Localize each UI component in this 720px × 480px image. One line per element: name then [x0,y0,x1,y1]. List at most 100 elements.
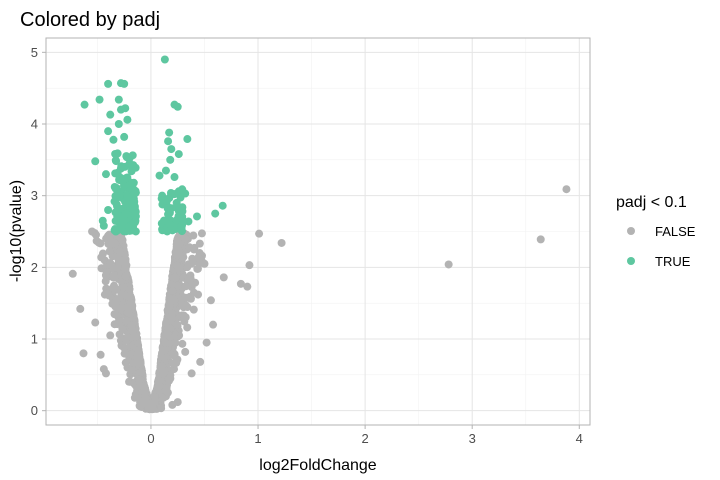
true-point [109,135,118,144]
true-point [120,132,129,141]
false-point [169,359,178,368]
true-point [131,218,140,227]
false-point [209,320,218,329]
false-point [169,296,178,305]
true-point [114,120,123,128]
true-point [116,105,125,114]
y-tick-label: 0 [31,403,38,418]
true-point [170,173,179,182]
true-point [181,189,190,198]
x-tick-label: 3 [469,431,476,446]
false-point [181,313,190,322]
false-point [189,231,198,240]
false-point [116,247,125,256]
false-point [126,299,135,308]
legend-label-false: FALSE [655,224,696,239]
true-point [91,157,100,166]
false-point [160,346,169,355]
false-point [168,400,177,409]
true-point [125,159,134,168]
true-point [164,137,173,146]
false-point [173,320,182,329]
false-point [162,318,171,327]
true-point [167,145,176,154]
false-point [172,261,181,270]
true-point [174,206,183,215]
true-point [110,197,119,206]
true-point [104,206,113,214]
false-point [115,304,124,313]
false-point [96,350,105,359]
false-point [164,376,173,385]
true-point [163,196,172,205]
false-point [197,229,206,238]
false-point [101,277,110,286]
false-point [171,338,180,347]
false-point [97,253,106,262]
series-false-points [68,185,571,414]
false-point [185,243,194,252]
false-point [243,282,252,291]
false-point [119,282,128,291]
true-point [161,166,170,175]
true-point [129,178,138,187]
x-axis-title: log2FoldChange [259,457,377,474]
true-point [174,150,183,159]
y-tick-label: 3 [31,188,38,203]
y-tick-label: 4 [31,117,38,132]
false-point [183,323,192,332]
false-point [206,296,215,305]
false-point [106,259,115,268]
false-point [136,402,145,411]
false-point [219,273,228,282]
false-point [123,308,132,317]
legend-key-true [627,257,635,265]
true-point [95,95,104,104]
false-point [236,279,245,288]
true-point [123,115,132,124]
false-point [143,399,152,408]
true-point [112,150,121,159]
true-point [183,135,192,144]
true-point [112,157,121,166]
false-point [157,404,166,413]
legend: padj < 0.1 FALSE TRUE [616,194,696,269]
false-point [76,304,85,313]
false-point [173,281,182,290]
axis-ticks: 0 1 2 3 4 0 1 2 3 4 5 [31,45,583,446]
chart-title: Colored by padj [20,9,160,31]
true-point [160,55,169,64]
false-point [277,238,286,247]
true-point [184,217,193,226]
true-point [177,214,186,223]
true-point [116,164,125,173]
true-point [155,171,164,180]
false-point [130,393,139,402]
false-point [151,393,160,402]
true-point [192,212,201,221]
false-point [68,269,77,278]
y-axis-title: -log10(pvalue) [8,180,25,282]
legend-title: padj < 0.1 [616,194,687,211]
false-point [161,339,170,348]
false-point [135,375,144,384]
x-tick-label: 1 [254,431,261,446]
true-point [218,201,227,210]
true-point [120,79,129,88]
false-point [157,362,166,371]
false-point [128,327,137,336]
true-point [106,110,115,119]
true-point [170,190,179,199]
false-point [167,310,176,319]
false-point [155,381,164,390]
true-point [129,185,138,194]
false-point [195,239,204,248]
false-point [138,382,147,391]
false-point [122,316,131,325]
false-point [444,260,453,269]
false-point [113,320,122,329]
false-point [255,229,264,238]
false-point [194,290,203,299]
false-point [91,318,100,327]
